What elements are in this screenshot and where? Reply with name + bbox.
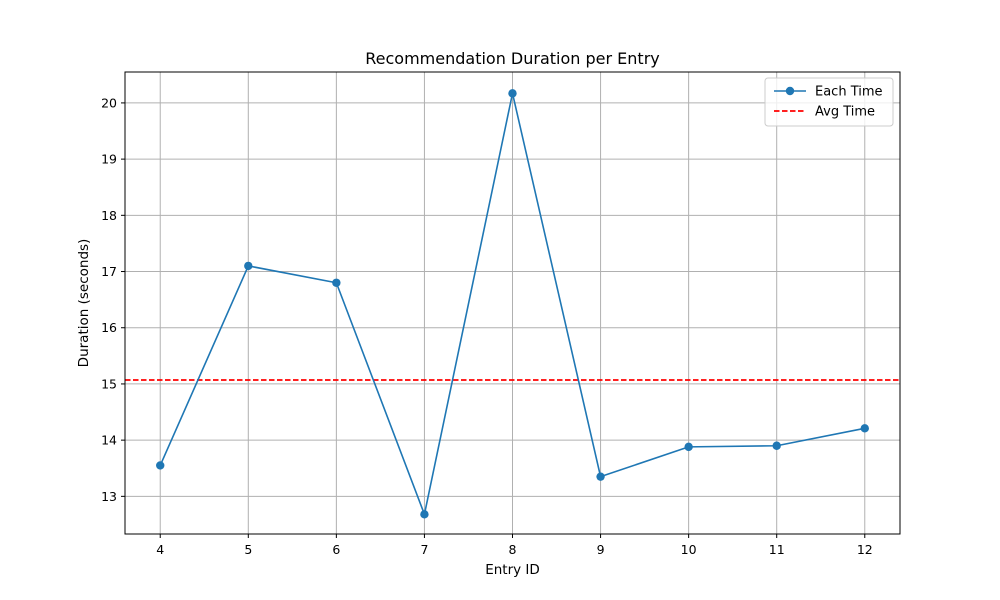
y-tick-label: 18 — [101, 208, 117, 223]
each-time-point — [772, 441, 781, 450]
x-tick-label: 11 — [769, 542, 785, 557]
grid — [125, 72, 900, 534]
chart-title: Recommendation Duration per Entry — [365, 49, 660, 68]
legend-label-each-time: Each Time — [815, 85, 883, 100]
each-time-point — [684, 442, 693, 452]
x-axis-label: Entry ID — [485, 562, 540, 578]
x-tick-label: 10 — [681, 542, 697, 557]
x-tick-label: 5 — [244, 542, 252, 557]
each-time-point — [244, 261, 253, 271]
legend-box — [764, 77, 894, 127]
y-tick-label: 17 — [101, 264, 117, 279]
legend-marker-each-time — [785, 86, 795, 96]
y-tick-label: 20 — [101, 95, 117, 110]
y-axis-label: Duration (seconds) — [76, 239, 92, 368]
each-time-point — [596, 472, 605, 481]
legend-label-avg-time: Avg Time — [815, 105, 875, 120]
each-time-point — [420, 510, 429, 519]
y-tick-label: 14 — [101, 433, 117, 448]
x-tick-label: 7 — [420, 542, 428, 557]
y-tick-label: 16 — [101, 320, 117, 335]
x-tick-label: 8 — [509, 542, 517, 557]
y-tick-label: 15 — [101, 376, 117, 391]
each-time-point — [156, 461, 165, 470]
y-tick-label: 13 — [101, 489, 117, 504]
y-tick-label: 19 — [101, 152, 117, 167]
series-layer — [156, 89, 869, 519]
x-tick-label: 4 — [156, 542, 164, 557]
x-tick-label: 12 — [857, 542, 873, 557]
each-time-point — [508, 89, 517, 98]
each-time-point — [332, 278, 341, 287]
x-tick-label: 9 — [597, 542, 605, 557]
x-tick-label: 6 — [332, 542, 340, 557]
ticks: 4 5 6 7 8 9 10 11 12 13 14 15 16 17 18 19 20 — [101, 95, 873, 557]
each-time-point — [860, 424, 869, 433]
legend: Each Time Avg Time — [764, 77, 894, 127]
